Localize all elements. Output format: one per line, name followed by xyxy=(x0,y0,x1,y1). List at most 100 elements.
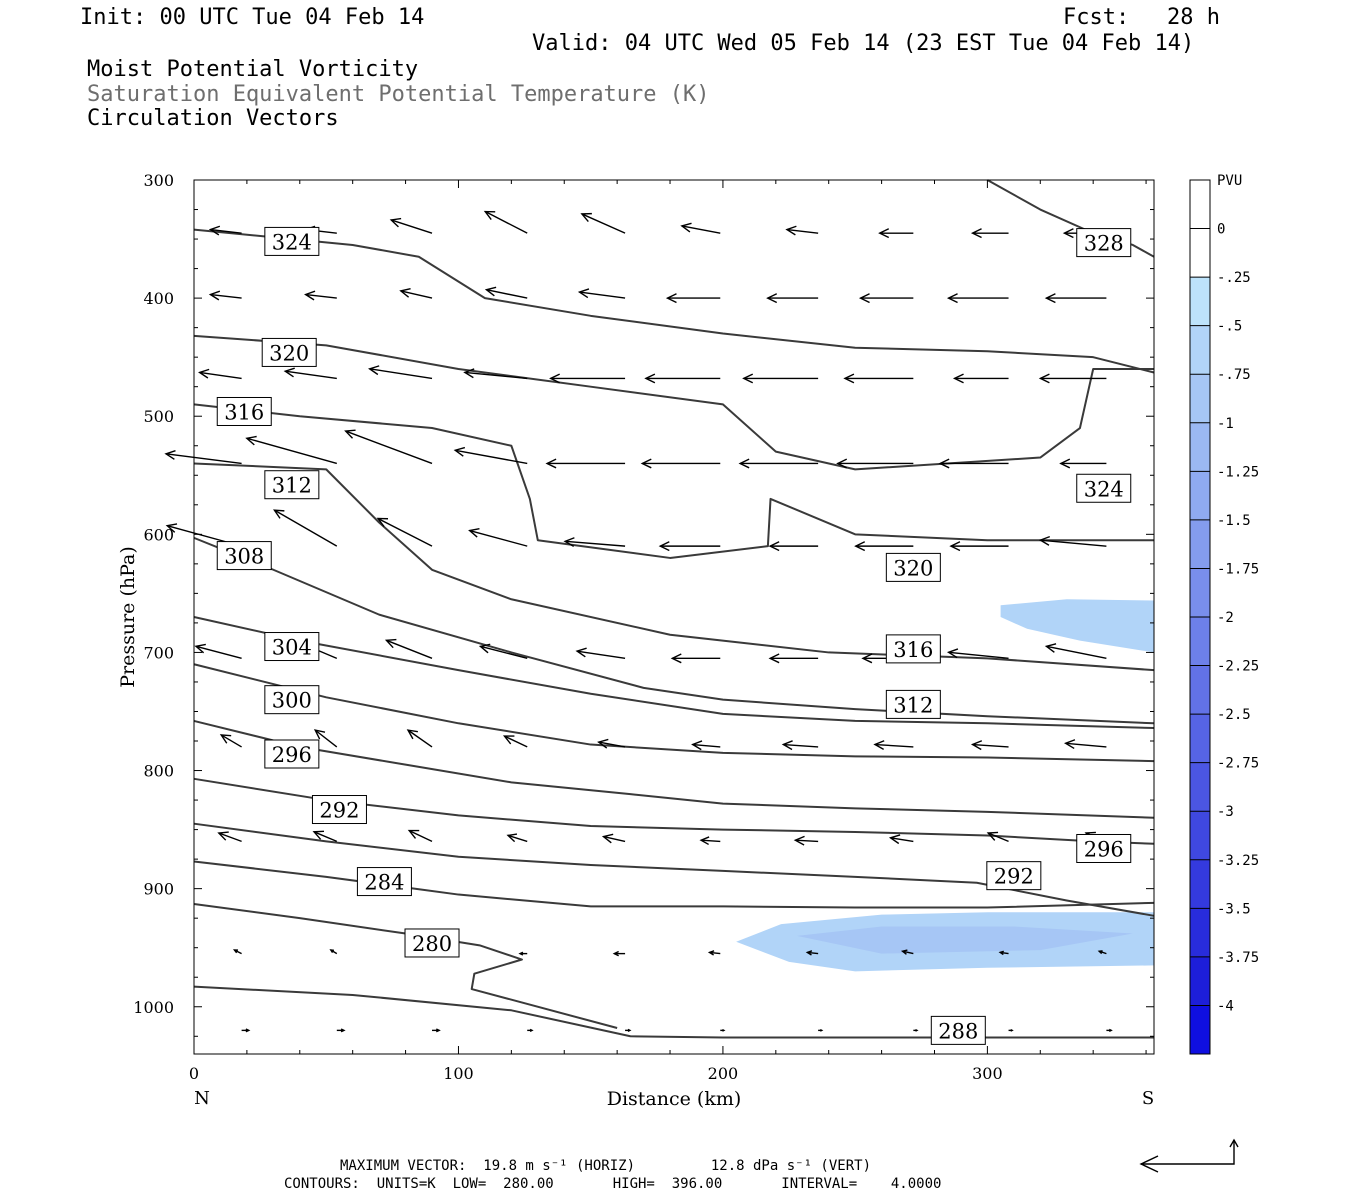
vector-head xyxy=(858,293,870,304)
vector-shaft xyxy=(709,951,721,955)
vector-head xyxy=(463,368,475,379)
contour-label-text: 320 xyxy=(893,556,933,580)
contour-304 xyxy=(193,663,1155,763)
vector-head xyxy=(1097,950,1103,955)
contour-324 xyxy=(193,334,1154,471)
contour-label-text: 320 xyxy=(269,341,309,365)
colorbar-swatch xyxy=(1190,277,1210,327)
vector-shaft xyxy=(210,228,242,234)
circulation-vector xyxy=(946,293,1009,304)
vector-shaft xyxy=(579,291,626,299)
circulation-vector xyxy=(329,949,338,955)
colorbar-label: -1.75 xyxy=(1217,561,1259,577)
circulation-vector xyxy=(680,222,721,234)
y-tick-label: 300 xyxy=(143,171,174,190)
circulation-vector xyxy=(484,286,528,299)
vector-head xyxy=(938,458,950,469)
y-tick-label: 800 xyxy=(143,762,174,781)
vector-head xyxy=(529,1028,534,1032)
circulation-vector xyxy=(463,368,528,380)
vector-shaft xyxy=(210,293,242,299)
vector-shaft xyxy=(408,829,433,843)
circulation-vector xyxy=(432,1028,441,1033)
contour-label-box xyxy=(885,634,941,664)
vector-head xyxy=(478,643,491,654)
vector-head xyxy=(970,228,982,239)
colorbar-label: -3.5 xyxy=(1217,901,1251,917)
y-tick-label: 700 xyxy=(143,643,174,662)
vector-shaft xyxy=(598,741,626,748)
vector-shaft xyxy=(692,743,721,748)
contour-label-text: 308 xyxy=(224,545,264,569)
colorbar-label: -3.25 xyxy=(1217,853,1259,869)
circulation-vector xyxy=(518,951,528,956)
vector-shaft xyxy=(407,729,433,748)
circulation-vector xyxy=(376,517,433,547)
colorbar-label: -1.5 xyxy=(1217,513,1251,529)
contour-label: 312 xyxy=(885,689,941,719)
vector-shaft xyxy=(314,729,338,748)
vector-head xyxy=(435,1028,441,1033)
vector-shaft xyxy=(1046,645,1107,660)
valid-time: Valid: 04 UTC Wed 05 Feb 14 (23 EST Tue … xyxy=(532,31,1195,56)
contour-label-text: 296 xyxy=(272,743,312,767)
vector-shaft xyxy=(987,832,1009,843)
circulation-vector xyxy=(658,541,721,552)
circulation-vector xyxy=(580,212,626,234)
colorbar-swatch xyxy=(1190,617,1210,667)
circulation-vector xyxy=(164,450,242,465)
contour-label: 300 xyxy=(264,685,320,715)
vector-head xyxy=(665,293,677,304)
vector-head xyxy=(888,834,901,845)
vector-head xyxy=(1062,228,1074,239)
vector-head xyxy=(484,286,497,297)
y-tick-label: 1000 xyxy=(133,998,174,1017)
contour-label-text: 316 xyxy=(893,638,933,662)
vector-shaft xyxy=(795,839,819,843)
circulation-vectors xyxy=(164,210,1113,1033)
vector-shaft xyxy=(581,213,626,234)
vector-shaft xyxy=(313,831,338,843)
vector-head xyxy=(549,373,560,384)
x-axis-label: Distance (km) xyxy=(607,1088,742,1110)
circulation-vector xyxy=(208,290,242,301)
circulation-vector xyxy=(312,830,338,843)
contour-label-text: 304 xyxy=(272,636,312,660)
vector-shaft xyxy=(369,368,433,380)
vector-head xyxy=(389,217,402,228)
colorbar-swatch xyxy=(1190,228,1210,278)
vector-head xyxy=(915,1029,919,1032)
circulation-vector xyxy=(742,373,819,384)
contour-label-text: 300 xyxy=(272,689,312,713)
circulation-vector xyxy=(818,1029,824,1032)
circulation-vector xyxy=(1038,535,1107,547)
contour-label-box xyxy=(264,739,320,769)
vector-head xyxy=(399,288,411,298)
contour-label-box xyxy=(356,867,412,897)
vector-head xyxy=(878,228,890,239)
contour-label-text: 296 xyxy=(1084,837,1124,861)
circulation-vector xyxy=(273,509,338,547)
circulation-vector xyxy=(336,1028,346,1033)
vector-shaft xyxy=(480,645,528,660)
mpv-region xyxy=(796,926,1133,954)
circulation-vector xyxy=(502,735,528,748)
vector-head xyxy=(165,523,178,533)
contour-label-text: 288 xyxy=(938,1019,978,1043)
circulation-vector xyxy=(506,833,528,843)
vector-head xyxy=(722,1029,726,1032)
vector-shaft xyxy=(603,835,626,843)
vector-shaft xyxy=(377,517,433,547)
vector-head xyxy=(245,1028,251,1033)
theta-es-contours xyxy=(193,179,1155,1039)
contour-280 xyxy=(193,903,618,1029)
contour-label: 288 xyxy=(930,1015,986,1045)
vector-shaft xyxy=(199,371,242,380)
contour-label: 328 xyxy=(1076,228,1132,258)
vector-head xyxy=(805,950,813,956)
circulation-vector xyxy=(468,528,528,547)
colorbar-swatch xyxy=(1190,519,1210,569)
circulation-vector xyxy=(313,729,338,748)
contour-label-text: 324 xyxy=(1084,477,1124,501)
field-title-mpv: Moist Potential Vorticity xyxy=(87,57,419,82)
